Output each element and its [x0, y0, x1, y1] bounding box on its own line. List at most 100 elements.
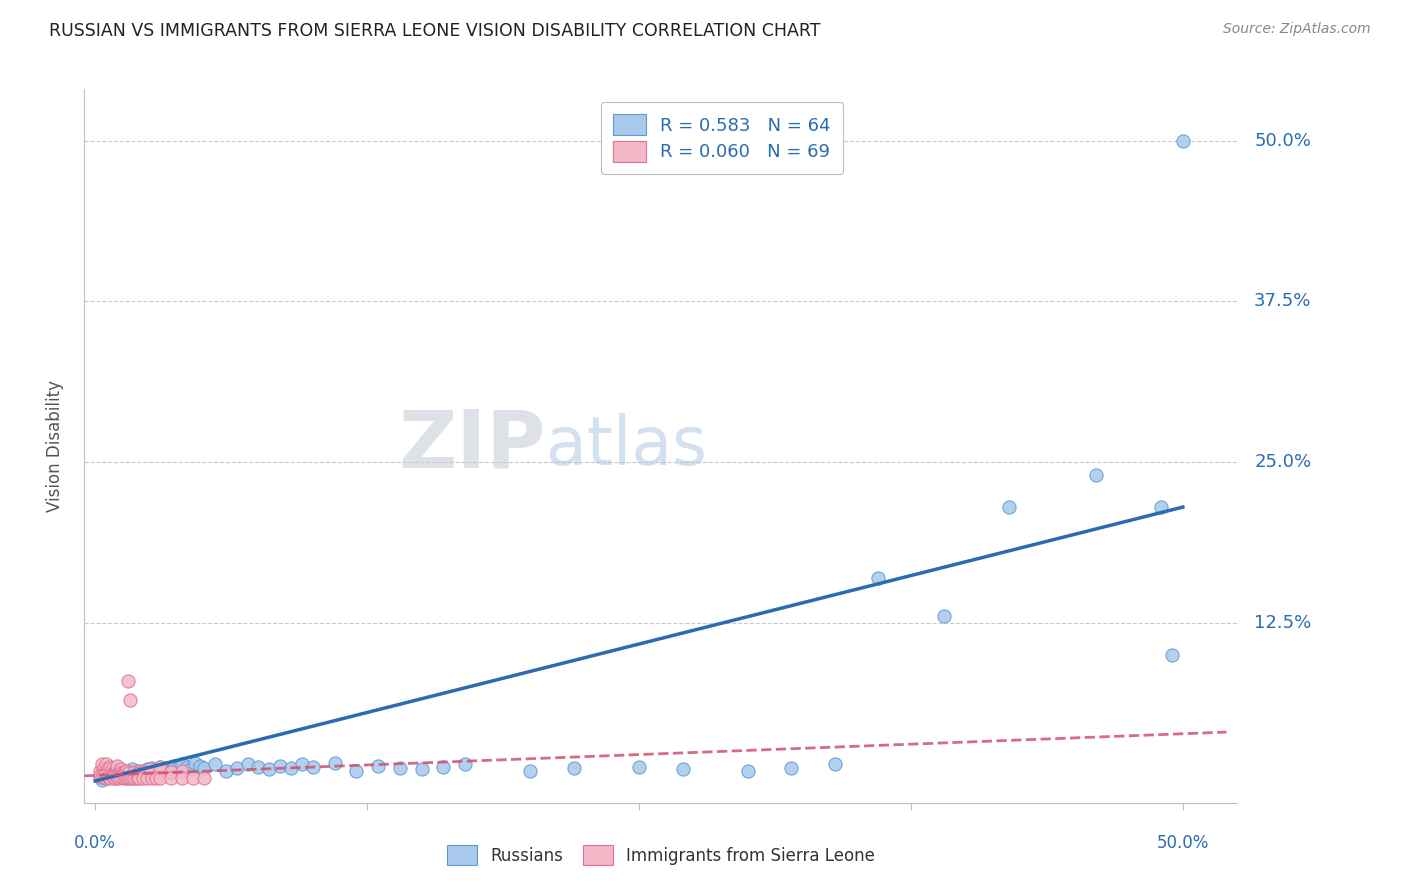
Point [89, 769, 111, 783]
Point [215, 764, 238, 778]
Point [149, 760, 172, 774]
Point [117, 673, 139, 688]
Point [132, 764, 155, 779]
Point [932, 609, 955, 624]
Point [188, 758, 211, 772]
Point [93, 769, 115, 783]
Text: ZIP: ZIP [398, 407, 546, 485]
Point [160, 772, 183, 786]
Point [128, 766, 150, 780]
Point [136, 763, 159, 777]
Point [104, 772, 127, 786]
Point [121, 772, 143, 786]
Point [737, 764, 759, 778]
Legend: Russians, Immigrants from Sierra Leone: Russians, Immigrants from Sierra Leone [439, 837, 883, 873]
Point [259, 763, 281, 777]
Point [367, 758, 389, 772]
Point [153, 763, 176, 777]
Point [89, 764, 111, 778]
Point [112, 767, 135, 781]
Point [93, 767, 115, 781]
Point [149, 764, 172, 779]
Point [344, 764, 367, 778]
Point [176, 760, 198, 774]
Point [114, 764, 136, 778]
Point [114, 769, 136, 783]
Point [172, 757, 194, 772]
Point [998, 500, 1021, 514]
Point [193, 772, 215, 786]
Point [117, 766, 139, 780]
Point [125, 772, 148, 786]
Point [128, 764, 150, 778]
Point [100, 767, 122, 781]
Point [94, 764, 117, 778]
Text: Source: ZipAtlas.com: Source: ZipAtlas.com [1223, 22, 1371, 37]
Point [181, 772, 204, 786]
Point [519, 764, 541, 778]
Point [117, 772, 139, 786]
Point [225, 761, 247, 775]
Point [172, 764, 194, 778]
Point [247, 760, 270, 774]
Y-axis label: Vision Disability: Vision Disability [45, 380, 63, 512]
Point [141, 761, 163, 775]
Point [204, 757, 226, 772]
Point [94, 772, 117, 786]
Point [172, 772, 194, 786]
Point [124, 772, 146, 786]
Point [90, 757, 112, 772]
Point [145, 772, 167, 786]
Point [388, 761, 411, 775]
Point [112, 772, 135, 786]
Point [105, 769, 128, 783]
Point [124, 764, 146, 779]
Point [160, 764, 183, 779]
Point [108, 764, 131, 779]
Point [454, 757, 477, 772]
Point [141, 772, 163, 786]
Point [1171, 134, 1194, 148]
Text: 37.5%: 37.5% [1254, 293, 1312, 310]
Point [1150, 500, 1173, 514]
Legend: R = 0.583   N = 64, R = 0.060   N = 69: R = 0.583 N = 64, R = 0.060 N = 69 [600, 102, 844, 174]
Point [128, 764, 150, 778]
Point [162, 758, 184, 772]
Point [149, 760, 172, 774]
Point [562, 761, 585, 775]
Point [101, 767, 124, 781]
Text: RUSSIAN VS IMMIGRANTS FROM SIERRA LEONE VISION DISABILITY CORRELATION CHART: RUSSIAN VS IMMIGRANTS FROM SIERRA LEONE … [49, 22, 821, 40]
Point [110, 766, 132, 780]
Point [193, 761, 215, 775]
Point [124, 766, 146, 780]
Point [132, 772, 155, 786]
Point [117, 764, 139, 779]
Point [432, 760, 454, 774]
Point [97, 761, 120, 775]
Point [108, 770, 131, 784]
Point [100, 769, 122, 783]
Point [94, 772, 117, 786]
Point [104, 772, 127, 786]
Point [157, 764, 180, 779]
Point [138, 766, 160, 780]
Point [145, 764, 167, 778]
Point [100, 764, 122, 778]
Point [104, 766, 127, 780]
Point [167, 761, 190, 775]
Point [101, 761, 124, 775]
Point [118, 772, 141, 786]
Point [94, 757, 117, 772]
Point [93, 761, 115, 775]
Text: 50.0%: 50.0% [1157, 834, 1209, 852]
Point [180, 763, 202, 777]
Point [104, 764, 127, 778]
Point [108, 767, 131, 781]
Point [136, 772, 159, 786]
Text: 25.0%: 25.0% [1254, 453, 1312, 471]
Point [110, 766, 132, 780]
Point [149, 772, 172, 786]
Point [110, 763, 132, 777]
Point [1161, 648, 1184, 662]
Point [824, 757, 846, 772]
